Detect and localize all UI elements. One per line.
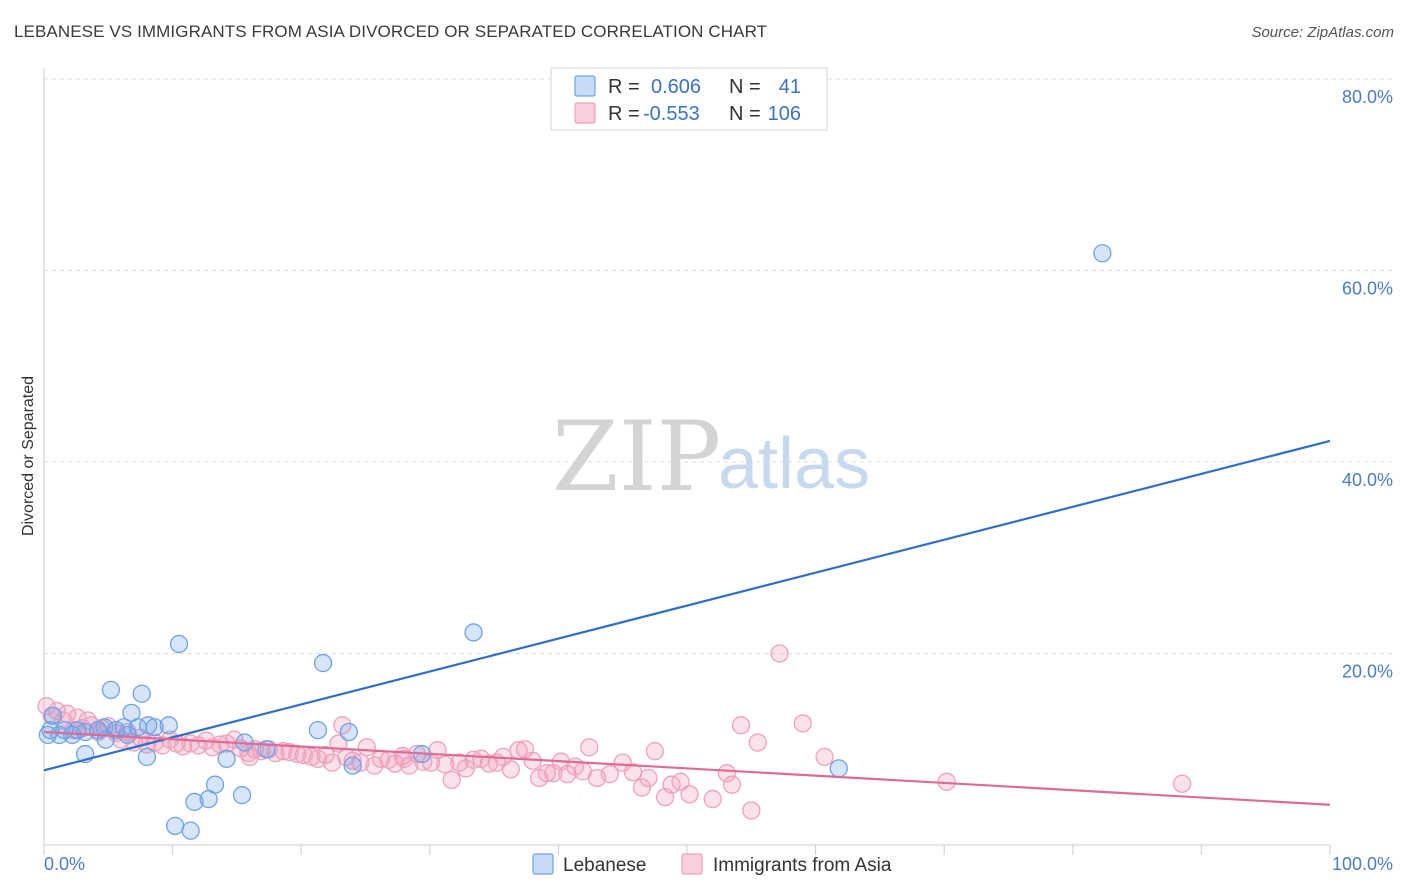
point-lebanese [829, 759, 848, 778]
point-lebanese [169, 634, 189, 654]
point-lebanese [343, 756, 362, 775]
point-asia [240, 747, 259, 767]
point-asia [815, 747, 834, 767]
y-axis-label: Divorced or Separated [20, 376, 37, 536]
point-lebanese [145, 718, 164, 737]
point-lebanese [137, 747, 157, 767]
legend-r-value-2: -0.553 [643, 103, 700, 125]
legend-n-value-1: 41 [779, 76, 801, 98]
legend-swatch-asia [574, 102, 596, 124]
point-asia [357, 738, 376, 757]
y-tick-label: 20.0% [1342, 662, 1393, 682]
point-asia [639, 768, 658, 788]
point-asia [748, 733, 767, 752]
trend-line-asia [43, 730, 1331, 806]
point-asia [302, 747, 321, 767]
point-lebanese [41, 720, 60, 740]
point-lebanese [185, 792, 204, 812]
point-asia [394, 749, 414, 768]
point-asia [385, 754, 405, 773]
bottom-legend-swatch-asia [681, 853, 703, 875]
y-tick-label: 40.0% [1342, 470, 1393, 490]
point-asia [671, 772, 690, 791]
point-asia [501, 760, 520, 779]
x-tick-label-min: 0.0% [44, 854, 85, 874]
point-asia [442, 770, 461, 790]
point-lebanese [464, 623, 483, 642]
point-asia [68, 708, 87, 727]
point-asia [1172, 774, 1192, 793]
point-lebanese [118, 725, 137, 745]
legend-n-label-1: N = [729, 76, 761, 98]
trend-line-lebanese [43, 439, 1331, 772]
legend-n-label-2: N = [729, 103, 761, 125]
point-asia [770, 644, 789, 663]
legend-r-label-1: R = [608, 76, 640, 98]
point-lebanese [308, 720, 328, 740]
point-lebanese [232, 786, 252, 805]
point-lebanese [166, 816, 185, 835]
point-asia [558, 764, 577, 784]
source-credit: Source: ZipAtlas.com [1251, 24, 1394, 41]
point-asia [37, 697, 56, 716]
point-asia [436, 755, 455, 774]
bottom-legend-label-lebanese: Lebanese [563, 855, 646, 876]
y-tick-labels: 20.0% 40.0% 60.0% 80.0% [1342, 87, 1393, 682]
point-asia [680, 785, 699, 804]
series-lebanese [38, 244, 1112, 840]
point-asia [731, 716, 751, 735]
point-asia [632, 778, 652, 797]
point-lebanese [205, 775, 225, 794]
point-asia [793, 714, 812, 733]
point-lebanese [101, 680, 121, 700]
point-asia [333, 716, 352, 735]
point-asia [645, 742, 664, 761]
x-tick-label-max: 100.0% [1332, 854, 1393, 874]
point-asia [703, 789, 722, 809]
trend-layer [43, 439, 1331, 806]
y-tick-label: 80.0% [1342, 87, 1393, 107]
watermark-atlas: atlas [718, 424, 870, 504]
legend-box: R = 0.606 N = 41 R = -0.553 N = 106 [550, 67, 828, 131]
point-asia [600, 764, 619, 784]
chart-title: LEBANESE VS IMMIGRANTS FROM ASIA DIVORCE… [14, 22, 768, 41]
point-lebanese [313, 653, 333, 673]
y-tick-label: 60.0% [1342, 279, 1393, 299]
point-asia [580, 738, 599, 757]
legend-r-value-1: 0.606 [651, 76, 701, 98]
point-lebanese [217, 749, 236, 768]
point-lebanese [1093, 244, 1112, 263]
point-lebanese [339, 722, 358, 742]
legend-swatch-lebanese [574, 75, 596, 97]
bottom-legend: Lebanese Immigrants from Asia [532, 853, 892, 876]
series-layer [37, 244, 1192, 840]
point-lebanese [181, 821, 200, 840]
point-asia [742, 801, 761, 820]
bottom-legend-swatch-lebanese [532, 853, 554, 875]
point-lebanese [132, 684, 151, 703]
grid-lines [44, 78, 1392, 654]
point-asia [722, 775, 742, 794]
legend-n-value-2: 106 [768, 103, 801, 125]
point-lebanese [159, 716, 178, 735]
point-lebanese [139, 716, 158, 735]
point-asia [717, 764, 737, 783]
bottom-legend-label-asia: Immigrants from Asia [713, 855, 892, 876]
watermark-zip: ZIP [552, 401, 721, 513]
legend-r-label-2: R = [608, 103, 640, 125]
point-lebanese [43, 706, 63, 725]
point-asia [537, 764, 556, 783]
